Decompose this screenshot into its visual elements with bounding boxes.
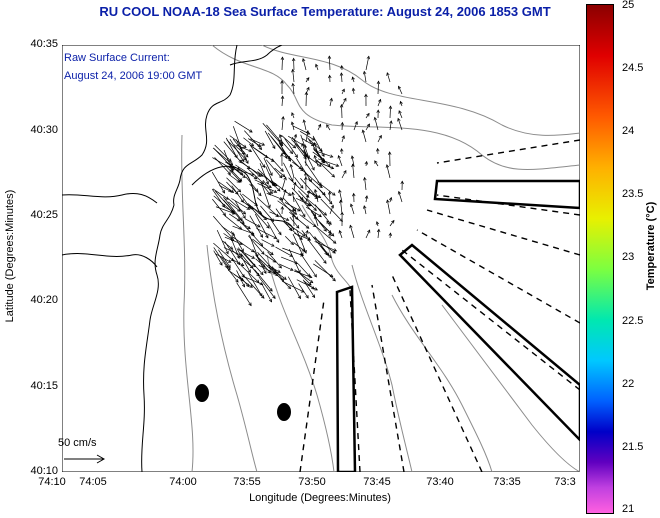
x-tick-label: 73:40	[426, 476, 454, 488]
colorbar-tick-label: 24	[622, 125, 635, 137]
colorbar-tick-label: 22	[622, 378, 635, 390]
bathymetry-contours	[181, 45, 580, 472]
colorbar-tick-label: 25	[622, 0, 635, 11]
annotation-line-1: Raw Surface Current:	[64, 52, 170, 64]
y-tick-label: 40:30	[30, 124, 58, 136]
radar-footprints	[335, 179, 580, 472]
y-axis-label: Latitude (Degrees:Minutes)	[4, 189, 16, 323]
colorbar-tick-label: 24.5	[622, 62, 644, 74]
radar-sector-lines	[299, 139, 580, 472]
y-tick-label: 40:20	[30, 294, 58, 306]
x-tick-label: 73:55	[233, 476, 261, 488]
y-tick-label: 40:15	[30, 380, 58, 392]
colorbar-tick-label: 21	[622, 503, 635, 515]
x-axis-label: Longitude (Degrees:Minutes)	[249, 492, 391, 504]
figure-title: RU COOL NOAA-18 Sea Surface Temperature:…	[99, 4, 551, 19]
map-plot	[62, 45, 580, 472]
scale-arrow	[64, 454, 106, 464]
x-tick-label: 73:35	[493, 476, 521, 488]
mooring-marker	[195, 384, 209, 402]
coastline	[62, 45, 295, 472]
colorbar-label: Temperature (°C)	[645, 201, 657, 291]
y-tick-label: 40:35	[30, 38, 58, 50]
temperature-colorbar	[586, 4, 614, 514]
annotation-line-2: August 24, 2006 19:00 GMT	[64, 70, 203, 82]
x-tick-label: 73:3	[554, 476, 576, 488]
x-tick-label: 74:05	[79, 476, 107, 488]
x-tick-label: 73:50	[298, 476, 326, 488]
y-tick-label: 40:10	[30, 465, 58, 477]
y-tick-label: 40:25	[30, 209, 58, 221]
scale-label: 50 cm/s	[58, 437, 97, 449]
mooring-marker	[277, 403, 291, 421]
colorbar-tick-label: 22.5	[622, 315, 644, 327]
colorbar-tick-label: 23	[622, 251, 635, 263]
x-tick-label: 74:10	[38, 476, 66, 488]
x-tick-label: 74:00	[169, 476, 197, 488]
x-tick-label: 73:45	[363, 476, 391, 488]
current-vectors	[211, 55, 404, 307]
colorbar-tick-label: 23.5	[622, 188, 644, 200]
colorbar-tick-label: 21.5	[622, 441, 644, 453]
